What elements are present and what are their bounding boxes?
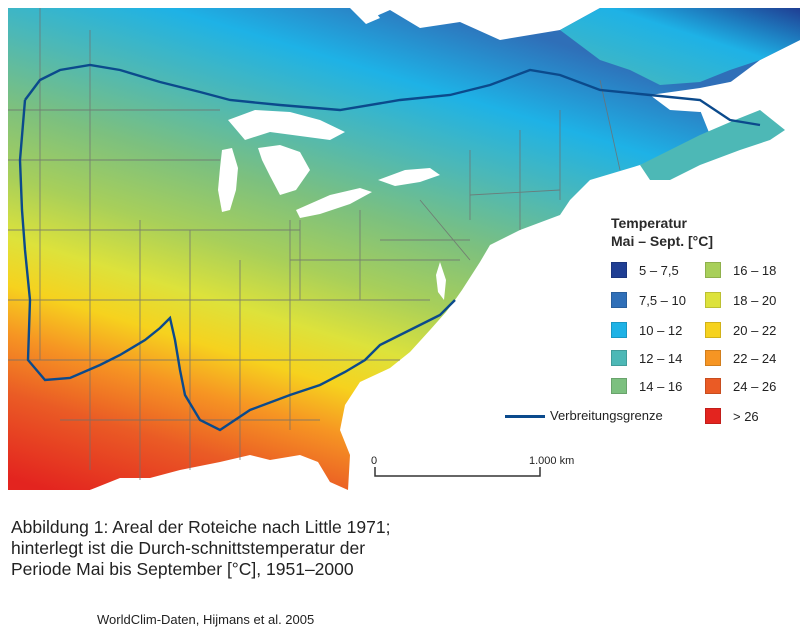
gulf-of-mexico bbox=[60, 458, 340, 500]
chesapeake-bay bbox=[436, 262, 446, 300]
hudson-bay-gap bbox=[350, 8, 380, 24]
lake-ontario bbox=[378, 168, 440, 186]
st-lawrence-gulf bbox=[650, 80, 760, 112]
legend-label: 14 – 16 bbox=[639, 378, 683, 394]
legend-label: 7,5 – 10 bbox=[639, 292, 686, 308]
legend-swatch bbox=[705, 408, 721, 424]
lake-superior bbox=[228, 110, 345, 140]
lake-erie bbox=[296, 188, 372, 218]
legend-swatch bbox=[611, 378, 627, 394]
state-borders bbox=[8, 8, 621, 480]
legend-swatch bbox=[611, 350, 627, 366]
temperature-map bbox=[8, 8, 800, 500]
atlantic-ocean bbox=[355, 140, 800, 500]
legend-item: 12 – 14 bbox=[611, 350, 682, 366]
legend-label: 18 – 20 bbox=[733, 292, 777, 308]
legend-label: 24 – 26 bbox=[733, 378, 777, 394]
legend-item: 24 – 26 bbox=[705, 378, 776, 394]
land-area bbox=[8, 8, 800, 490]
lake-michigan bbox=[218, 148, 238, 212]
nova-scotia bbox=[640, 110, 785, 180]
legend-label: > 26 bbox=[733, 408, 759, 424]
legend-label: 16 – 18 bbox=[733, 262, 777, 278]
legend-item: 22 – 24 bbox=[705, 350, 776, 366]
legend-swatch bbox=[611, 322, 627, 338]
legend-label: 20 – 22 bbox=[733, 322, 777, 338]
legend-item: 16 – 18 bbox=[705, 262, 776, 278]
legend-swatch bbox=[705, 350, 721, 366]
legend-title: Temperatur Mai – Sept. [°C] bbox=[611, 214, 713, 250]
legend-swatch bbox=[705, 292, 721, 308]
legend-item: 18 – 20 bbox=[705, 292, 776, 308]
legend-label: 10 – 12 bbox=[639, 322, 683, 338]
legend-item: 14 – 16 bbox=[611, 378, 682, 394]
legend-item: 7,5 – 10 bbox=[611, 292, 686, 308]
legend-label: 22 – 24 bbox=[733, 350, 777, 366]
legend-item: > 26 bbox=[705, 408, 759, 424]
range-boundary-legend-label: Verbreitungsgrenze bbox=[550, 408, 663, 423]
scale-start-label: 0 bbox=[371, 455, 378, 467]
data-source: WorldClim-Daten, Hijmans et al. 2005 bbox=[97, 612, 315, 627]
range-boundary bbox=[18, 63, 761, 432]
figure-caption: Abbildung 1: Areal der Roteiche nach Lit… bbox=[11, 517, 391, 579]
legend-item: 10 – 12 bbox=[611, 322, 682, 338]
legend-label: 5 – 7,5 bbox=[639, 262, 679, 278]
legend-swatch bbox=[705, 378, 721, 394]
northeast-region bbox=[560, 8, 800, 85]
legend-item: 5 – 7,5 bbox=[611, 262, 679, 278]
legend-label: 12 – 14 bbox=[639, 350, 683, 366]
legend-title-line1: Temperatur bbox=[611, 215, 687, 231]
legend-title-line2: Mai – Sept. [°C] bbox=[611, 233, 714, 249]
lake-huron bbox=[258, 145, 310, 195]
legend-swatch bbox=[705, 262, 721, 278]
scale-end-label: 1.000 km bbox=[529, 455, 575, 467]
legend-swatch bbox=[611, 262, 627, 278]
legend-item: 20 – 22 bbox=[705, 322, 776, 338]
legend-swatch bbox=[705, 322, 721, 338]
legend-swatch bbox=[611, 292, 627, 308]
range-boundary-legend-line bbox=[505, 415, 545, 418]
scale-bar bbox=[374, 467, 541, 477]
